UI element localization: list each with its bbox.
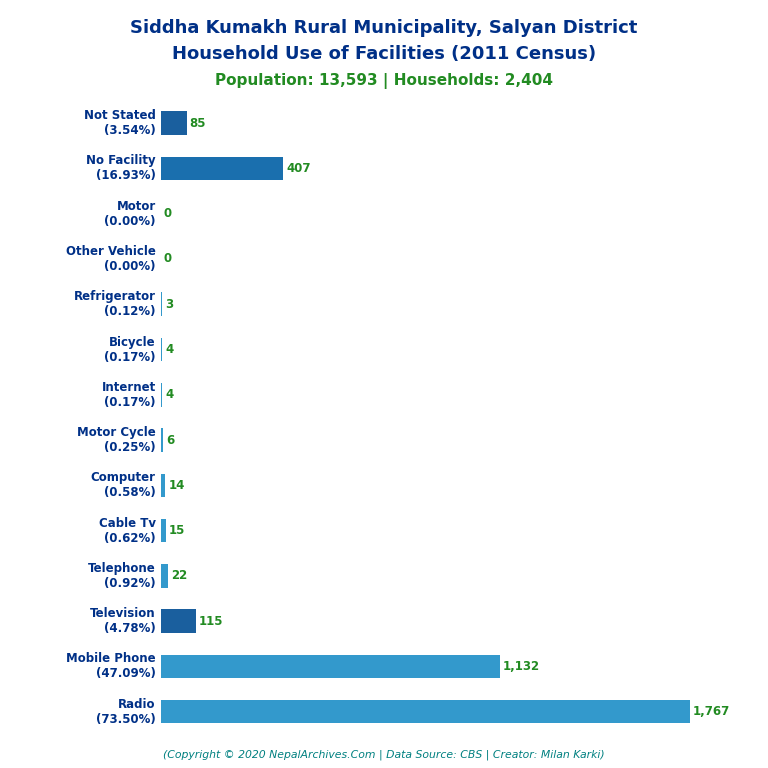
Bar <box>161 429 163 452</box>
Text: Household Use of Facilities (2011 Census): Household Use of Facilities (2011 Census… <box>172 45 596 62</box>
Text: 407: 407 <box>286 162 310 175</box>
Text: 85: 85 <box>190 117 207 130</box>
Bar <box>161 519 166 542</box>
Text: 4: 4 <box>165 343 174 356</box>
Text: 22: 22 <box>170 569 187 582</box>
Text: Siddha Kumakh Rural Municipality, Salyan District: Siddha Kumakh Rural Municipality, Salyan… <box>131 19 637 37</box>
Text: 115: 115 <box>199 614 223 627</box>
Bar <box>161 383 163 406</box>
Text: 4: 4 <box>165 389 174 401</box>
Bar <box>161 157 283 180</box>
Text: (Copyright © 2020 NepalArchives.Com | Data Source: CBS | Creator: Milan Karki): (Copyright © 2020 NepalArchives.Com | Da… <box>163 750 605 760</box>
Text: 6: 6 <box>166 434 174 446</box>
Bar <box>161 338 163 361</box>
Text: Population: 13,593 | Households: 2,404: Population: 13,593 | Households: 2,404 <box>215 73 553 89</box>
Text: 3: 3 <box>165 298 174 311</box>
Text: 0: 0 <box>164 207 172 220</box>
Bar <box>161 700 690 723</box>
Text: 1,132: 1,132 <box>503 660 540 673</box>
Bar <box>161 293 162 316</box>
Text: 15: 15 <box>169 524 185 537</box>
Text: 0: 0 <box>164 253 172 266</box>
Text: 1,767: 1,767 <box>694 705 730 718</box>
Bar <box>161 111 187 135</box>
Bar <box>161 654 500 678</box>
Bar <box>161 564 168 588</box>
Bar <box>161 474 165 497</box>
Bar <box>161 609 196 633</box>
Text: 14: 14 <box>168 478 185 492</box>
